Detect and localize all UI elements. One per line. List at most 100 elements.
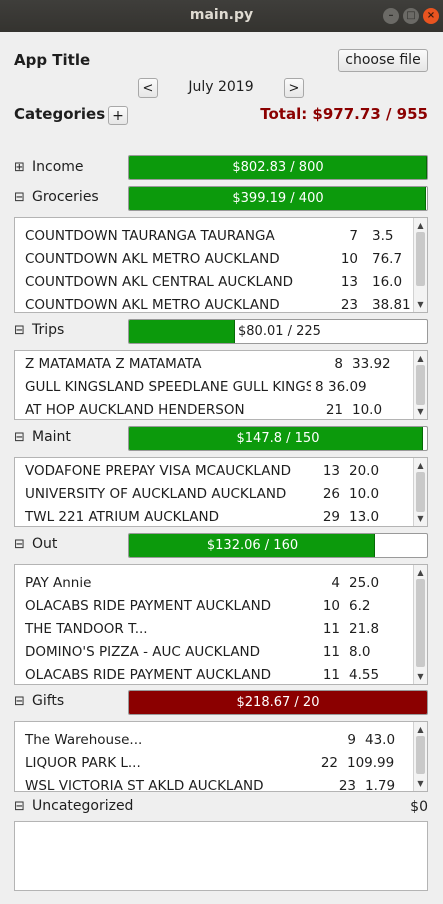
- groceries-progress-bar: $399.19 / 400: [128, 186, 428, 211]
- list-item[interactable]: The Warehouse... 9 43.0: [25, 732, 395, 748]
- groceries-label[interactable]: Groceries: [32, 189, 99, 205]
- trips-collapse-toggle[interactable]: ⊟: [14, 323, 25, 338]
- row-description: DOMINO'S PIZZA - AUC AUCKLAND: [25, 644, 261, 660]
- minimize-icon[interactable]: –: [383, 8, 399, 24]
- uncategorized-collapse-toggle[interactable]: ⊟: [14, 799, 25, 814]
- groceries-transaction-list[interactable]: COUNTDOWN TAURANGA TAURANGA 7 3.5 COUNTD…: [14, 217, 428, 313]
- list-item[interactable]: GULL KINGSLAND SPEEDLANE GULL KINGS 8 36…: [25, 379, 367, 399]
- row-day: 10: [322, 598, 340, 614]
- uncategorized-transaction-list[interactable]: [14, 821, 428, 891]
- row-day: 10: [340, 251, 358, 267]
- list-item[interactable]: TWL 221 ATRIUM AUCKLAND 29 13.0: [25, 509, 379, 525]
- scroll-up-icon[interactable]: ▲: [417, 354, 424, 363]
- scroll-up-icon[interactable]: ▲: [417, 568, 424, 577]
- trips-scrollbar[interactable]: ▲ ▼: [413, 351, 427, 419]
- row-description: WSL VICTORIA ST AKLD AUCKLAND: [25, 778, 264, 792]
- row-day: 23: [338, 778, 356, 792]
- scrollbar-thumb[interactable]: [416, 232, 425, 286]
- trips-transaction-list[interactable]: Z MATAMATA Z MATAMATA 8 33.92 GULL KINGS…: [14, 350, 428, 420]
- row-description: OLACABS RIDE PAYMENT AUCKLAND: [25, 667, 272, 683]
- row-description: COUNTDOWN AKL METRO AUCKLAND: [25, 251, 280, 267]
- out-transaction-list[interactable]: PAY Annie 4 25.0 OLACABS RIDE PAYMENT AU…: [14, 564, 428, 685]
- scroll-up-icon[interactable]: ▲: [417, 461, 424, 470]
- scroll-down-icon[interactable]: ▼: [417, 300, 424, 309]
- row-day: 22: [320, 755, 338, 771]
- row-description: TWL 221 ATRIUM AUCKLAND: [25, 509, 220, 525]
- list-item[interactable]: COUNTDOWN AKL METRO AUCKLAND 10 76.7: [25, 251, 402, 267]
- list-item[interactable]: UNIVERSITY OF AUCKLAND AUCKLAND 26 10.0: [25, 486, 379, 502]
- gifts-label[interactable]: Gifts: [32, 693, 65, 709]
- scroll-down-icon[interactable]: ▼: [417, 672, 424, 681]
- gifts-scrollbar[interactable]: ▲ ▼: [413, 722, 427, 791]
- row-amount: 16.0: [372, 274, 403, 290]
- row-day: 4: [331, 575, 340, 591]
- maximize-icon[interactable]: □: [403, 8, 419, 24]
- scroll-down-icon[interactable]: ▼: [417, 514, 424, 523]
- list-item[interactable]: PAY Annie 4 25.0: [25, 575, 379, 591]
- list-item[interactable]: COUNTDOWN AKL METRO AUCKLAND 23 38.81: [25, 297, 411, 312]
- maint-bar-text: $147.8 / 150: [236, 431, 320, 446]
- app-title: App Title: [14, 51, 91, 69]
- gifts-collapse-toggle[interactable]: ⊟: [14, 694, 25, 709]
- window-titlebar: main.py – □ ×: [0, 0, 443, 32]
- scrollbar-thumb[interactable]: [416, 579, 425, 667]
- add-category-button[interactable]: +: [108, 106, 128, 125]
- scrollbar-thumb[interactable]: [416, 365, 425, 405]
- row-amount: 20.0: [349, 463, 380, 479]
- row-day: 7: [349, 228, 358, 244]
- scrollbar-thumb[interactable]: [416, 472, 425, 512]
- row-description: UNIVERSITY OF AUCKLAND AUCKLAND: [25, 486, 287, 502]
- list-item[interactable]: VODAFONE PREPAY VISA MCAUCKLAND 13 20.0: [25, 463, 379, 479]
- groceries-collapse-toggle[interactable]: ⊟: [14, 190, 25, 205]
- row-day: 23: [340, 297, 358, 313]
- choose-file-button[interactable]: choose file: [338, 49, 428, 72]
- row-amount: 43.0: [365, 732, 396, 748]
- uncategorized-label[interactable]: Uncategorized: [32, 798, 134, 814]
- out-label[interactable]: Out: [32, 536, 58, 552]
- row-day: 8: [334, 356, 343, 372]
- list-item[interactable]: THE TANDOOR T... 11 21.8: [25, 621, 379, 637]
- row-description: Z MATAMATA Z MATAMATA: [25, 356, 202, 372]
- row-description: OLACABS RIDE PAYMENT AUCKLAND: [25, 598, 272, 614]
- trips-label[interactable]: Trips: [32, 322, 65, 338]
- list-item[interactable]: WSL VICTORIA ST AKLD AUCKLAND 23 1.79: [25, 778, 395, 792]
- row-day: 13: [340, 274, 358, 290]
- scroll-up-icon[interactable]: ▲: [417, 725, 424, 734]
- list-item[interactable]: Z MATAMATA Z MATAMATA 8 33.92: [25, 356, 391, 372]
- list-item[interactable]: OLACABS RIDE PAYMENT AUCKLAND 11 4.55: [25, 667, 379, 683]
- scrollbar-thumb[interactable]: [416, 736, 425, 774]
- out-collapse-toggle[interactable]: ⊟: [14, 537, 25, 552]
- month-label: July 2019: [188, 79, 254, 95]
- scroll-down-icon[interactable]: ▼: [417, 407, 424, 416]
- row-amount: 36.09: [328, 379, 367, 395]
- income-expand-toggle[interactable]: ⊞: [14, 160, 25, 175]
- next-month-button[interactable]: >: [284, 78, 304, 98]
- trips-progress-bar: $80.01 / 225: [128, 319, 428, 344]
- row-amount: 38.81: [372, 297, 411, 313]
- scroll-up-icon[interactable]: ▲: [417, 221, 424, 230]
- list-item[interactable]: OLACABS RIDE PAYMENT AUCKLAND 10 6.2: [25, 598, 370, 614]
- list-item[interactable]: COUNTDOWN AKL CENTRAL AUCKLAND 13 16.0: [25, 274, 402, 290]
- maint-transaction-list[interactable]: VODAFONE PREPAY VISA MCAUCKLAND 13 20.0 …: [14, 457, 428, 527]
- list-item[interactable]: COUNTDOWN TAURANGA TAURANGA 7 3.5: [25, 228, 393, 244]
- prev-month-button[interactable]: <: [138, 78, 158, 98]
- scroll-down-icon[interactable]: ▼: [417, 779, 424, 788]
- out-scrollbar[interactable]: ▲ ▼: [413, 565, 427, 684]
- uncategorized-total: $0: [410, 799, 428, 815]
- row-amount: 109.99: [347, 755, 395, 771]
- list-item[interactable]: LIQUOR PARK L... 22 109.99: [25, 755, 394, 771]
- income-label[interactable]: Income: [32, 159, 84, 175]
- gifts-transaction-list[interactable]: The Warehouse... 9 43.0 LIQUOR PARK L...…: [14, 721, 428, 792]
- row-day: 11: [322, 621, 340, 637]
- list-item[interactable]: DOMINO'S PIZZA - AUC AUCKLAND 11 8.0: [25, 644, 370, 660]
- row-day: 26: [322, 486, 340, 502]
- maint-label[interactable]: Maint: [32, 429, 71, 445]
- groceries-bar-text: $399.19 / 400: [232, 191, 324, 206]
- maint-scrollbar[interactable]: ▲ ▼: [413, 458, 427, 526]
- groceries-scrollbar[interactable]: ▲ ▼: [413, 218, 427, 312]
- list-item[interactable]: AT HOP AUCKLAND HENDERSON 21 10.0: [25, 402, 382, 418]
- close-icon[interactable]: ×: [423, 8, 439, 24]
- maint-collapse-toggle[interactable]: ⊟: [14, 430, 25, 445]
- row-amount: 4.55: [349, 667, 380, 683]
- row-amount: 25.0: [349, 575, 380, 591]
